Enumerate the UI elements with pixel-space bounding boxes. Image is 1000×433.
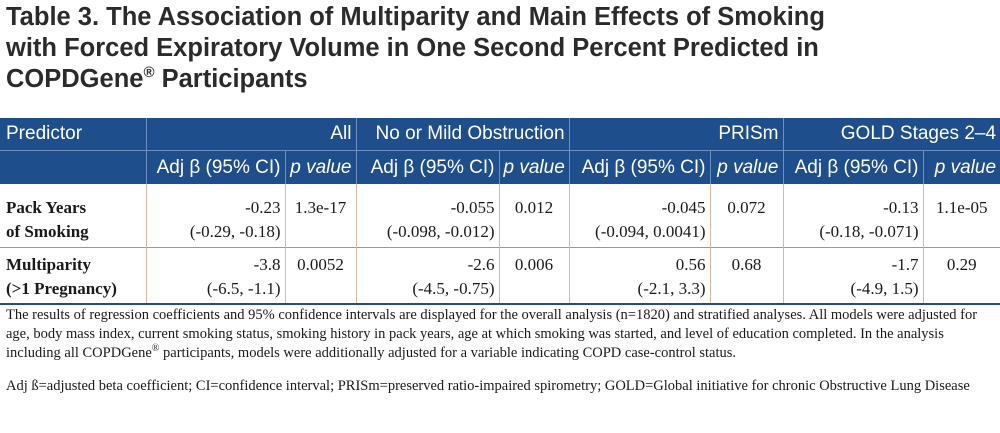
beta-value: -3.8 (253, 255, 281, 274)
table-bottom-rule (0, 303, 1000, 305)
registered-mark: ® (151, 343, 160, 355)
group-header-gold: GOLD Stages 2–4 (783, 118, 1000, 151)
beta-value: -0.23 (245, 198, 281, 217)
row-label-line-1: Multiparity (6, 255, 91, 274)
beta-cell: -3.8 (-6.5, -1.1) (146, 247, 286, 303)
p-value-cell: 0.006 (499, 247, 570, 303)
beta-value: -0.055 (450, 198, 495, 217)
p-value-cell: 1.3e-17 (285, 184, 357, 248)
beta-value: -1.7 (891, 255, 919, 274)
ci-value: (-4.9, 1.5) (850, 279, 919, 298)
beta-cell: -0.045 (-0.094, 0.0041) (569, 184, 711, 248)
table-title: Table 3. The Association of Multiparity … (6, 2, 996, 95)
p-value-cell: 0.68 (710, 247, 784, 303)
beta-cell: -0.23 (-0.29, -0.18) (146, 184, 286, 248)
beta-cell: -2.6 (-4.5, -0.75) (356, 247, 500, 303)
title-line-3-main: COPDGene (6, 65, 144, 93)
ci-value: (-2.1, 3.3) (637, 279, 706, 298)
ci-value: (-0.18, -0.071) (819, 222, 919, 241)
subheader-p: p value (499, 150, 570, 184)
subheader-p: p value (923, 150, 1000, 184)
group-header-prism: PRISm (569, 118, 784, 151)
subheader-p: p value (710, 150, 784, 184)
ci-value: (-0.29, -0.18) (189, 222, 281, 241)
table-row-multiparity: Multiparity (>1 Pregnancy) -3.8 (-6.5, -1… (0, 247, 1000, 303)
subheader-p: p value (285, 150, 357, 184)
beta-value: -0.045 (661, 198, 706, 217)
subheader-beta: Adj β (95% CI) (569, 150, 711, 184)
predictor-subheader-blank (0, 150, 147, 184)
table-row-pack-years: Pack Years of Smoking -0.23 (-0.29, -0.18… (0, 184, 1000, 248)
group-header-no-mild: No or Mild Obstruction (356, 118, 570, 151)
row-label-line-2: of Smoking (6, 222, 89, 241)
ci-value: (-0.098, -0.012) (386, 222, 495, 241)
title-line-1: Table 3. The Association of Multiparity … (6, 3, 825, 31)
beta-value: -0.13 (883, 198, 919, 217)
beta-cell: 0.56 (-2.1, 3.3) (569, 247, 711, 303)
results-table: Predictor All No or Mild Obstruction PRI… (0, 118, 1000, 303)
p-value-cell: 1.1e-05 (936, 198, 988, 217)
footnote-methods-text-a: The results of regression coefficients a… (6, 307, 978, 361)
p-value-cell: 0.29 (923, 247, 1000, 303)
row-label: Pack Years of Smoking (0, 184, 147, 248)
ci-value: (-4.5, -0.75) (412, 279, 495, 298)
beta-cell: -0.055 (-0.098, -0.012) (356, 184, 500, 248)
subheader-beta: Adj β (95% CI) (783, 150, 924, 184)
registered-mark: ® (143, 64, 155, 81)
beta-cell: -0.13 (-0.18, -0.071) (783, 184, 924, 248)
beta-value: 0.56 (675, 255, 706, 274)
row-label: Multiparity (>1 Pregnancy) (0, 247, 147, 303)
ci-value: (-0.094, 0.0041) (595, 222, 706, 241)
predictor-header: Predictor (0, 118, 147, 151)
footnote-abbreviations: Adj ß=adjusted beta coefficient; CI=conf… (6, 378, 970, 394)
footnote-methods: The results of regression coefficients a… (6, 306, 996, 363)
p-value-cell: 0.0052 (285, 247, 357, 303)
p-value-cell: 0.072 (710, 184, 784, 248)
beta-cell: -1.7 (-4.9, 1.5) (783, 247, 924, 303)
row-label-line-2: (>1 Pregnancy) (6, 279, 117, 298)
title-line-3-rest: Participants (154, 65, 308, 93)
beta-value: -2.6 (467, 255, 495, 274)
table-footnotes: The results of regression coefficients a… (6, 306, 996, 410)
footnote-methods-text-b: participants, models were additionally a… (159, 345, 737, 361)
row-label-line-1: Pack Years (6, 198, 87, 217)
subheader-beta: Adj β (95% CI) (356, 150, 500, 184)
p-value-cell: 0.012 (499, 184, 570, 248)
ci-value: (-6.5, -1.1) (206, 279, 281, 298)
group-header-all: All (146, 118, 357, 151)
title-line-2: with Forced Expiratory Volume in One Sec… (6, 34, 819, 62)
subheader-beta: Adj β (95% CI) (146, 150, 286, 184)
